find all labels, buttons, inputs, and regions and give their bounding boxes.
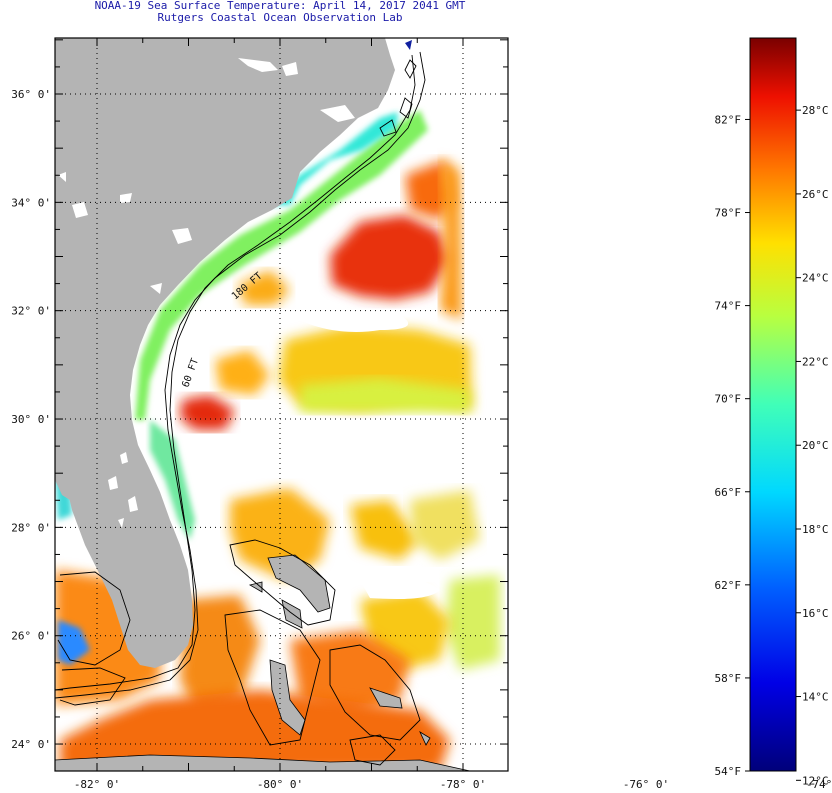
fahrenheit-label: 74°F — [715, 300, 742, 313]
bathymetry-contours — [55, 51, 426, 766]
map-title: NOAA-19 Sea Surface Temperature: April 1… — [94, 0, 466, 12]
fahrenheit-label: 54°F — [715, 765, 742, 778]
inland-lakes — [58, 58, 355, 528]
lat-label: 32° 0' — [11, 305, 51, 318]
sst-warm-patches — [55, 160, 500, 771]
lat-label: 30° 0' — [11, 413, 51, 426]
graticule — [55, 38, 508, 771]
land-southeast-us — [55, 38, 395, 668]
lon-label: -82° 0' — [74, 778, 120, 791]
inland-water-dark — [405, 40, 412, 50]
axis-ticks — [55, 38, 508, 771]
lat-label: 24° 0' — [11, 738, 51, 751]
celsius-label: 24°C — [802, 272, 829, 285]
longitude-labels: -82° 0' -80° 0' -78° 0' -76° 0' -74° 0' — [74, 778, 832, 791]
fahrenheit-labels: 82°F 78°F 74°F 70°F 66°F 62°F 58°F 54°F — [715, 113, 742, 778]
celsius-label: 26°C — [802, 188, 829, 201]
celsius-label: 14°C — [802, 691, 829, 704]
map-frame — [54, 37, 509, 772]
colorbar — [749, 37, 797, 772]
celsius-label: 20°C — [802, 439, 829, 452]
latitude-labels: 36° 0' 34° 0' 32° 0' 30° 0' 28° 0' 26° 0' 24° … — [11, 88, 51, 751]
land-gulf-coast — [55, 455, 75, 500]
celsius-label: 18°C — [802, 523, 829, 536]
lat-label: 36° 0' — [11, 88, 51, 101]
celsius-label: 16°C — [802, 607, 829, 620]
fahrenheit-label: 66°F — [715, 486, 742, 499]
lon-label: -76° 0' — [623, 778, 669, 791]
fahrenheit-label: 82°F — [715, 113, 742, 126]
celsius-label: 22°C — [802, 355, 829, 368]
cloud-gaps — [260, 309, 453, 600]
lon-label: -74° 0' — [806, 778, 832, 791]
celsius-label: 12°C — [802, 774, 829, 787]
fahrenheit-label: 70°F — [715, 393, 742, 406]
celsius-labels: 28°C 26°C 24°C 22°C 20°C 18°C 16°C 14°C 12°C — [802, 104, 829, 787]
lat-label: 26° 0' — [11, 630, 51, 643]
land-cuba — [55, 754, 471, 771]
fahrenheit-label: 78°F — [715, 207, 742, 220]
sst-coastal-band — [135, 110, 428, 540]
fahrenheit-label: 62°F — [715, 579, 742, 592]
map-subtitle: Rutgers Coastal Ocean Observation Lab — [157, 11, 403, 24]
land-bahamas — [248, 554, 431, 746]
colorbar-ticks — [745, 109, 801, 781]
lon-label: -80° 0' — [257, 778, 303, 791]
lat-label: 34° 0' — [11, 196, 51, 209]
lat-label: 28° 0' — [11, 521, 51, 534]
fahrenheit-label: 58°F — [715, 672, 742, 685]
celsius-label: 28°C — [802, 104, 829, 117]
lon-label: -78° 0' — [440, 778, 486, 791]
